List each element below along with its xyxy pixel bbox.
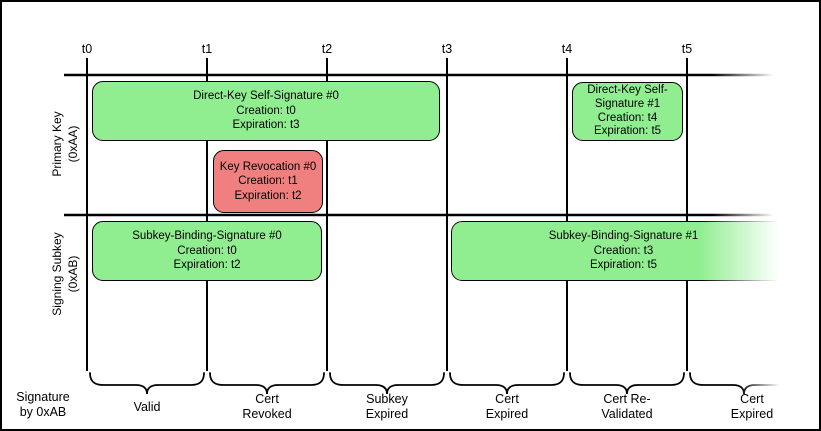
tick-label-t1: t1 (201, 42, 213, 56)
segment-label-cert-revalidated: Cert Re- Validated (601, 392, 653, 421)
box-title: Subkey-Binding-Signature #0 (132, 230, 282, 243)
box-title: Direct-Key Self- Signature #1 (587, 83, 668, 110)
direct-key-self-signature-1-box: Direct-Key Self- Signature #1 Creation: … (572, 82, 683, 141)
box-title: Key Revocation #0 (219, 160, 317, 173)
brace-cert-expired-1 (449, 372, 565, 395)
tick-label-t5: t5 (681, 42, 693, 56)
tick-label-t4: t4 (561, 42, 573, 56)
brace-valid (89, 372, 205, 395)
brace-cert-revalidated (569, 372, 685, 395)
segment-label-subkey-expired: Subkey Expired (365, 392, 409, 421)
direct-key-self-signature-0-box: Direct-Key Self-Signature #0 Creation: t… (92, 81, 440, 141)
box-expiration: Expiration: t3 (232, 119, 300, 132)
tick-label-t3: t3 (441, 42, 453, 56)
tick-label-t2: t2 (321, 42, 333, 56)
segment-label-cert-expired-2: Cert Expired (730, 392, 774, 421)
brace-subkey-expired (329, 372, 445, 395)
box-creation: Creation: t1 (238, 175, 298, 188)
box-creation: Creation: t0 (177, 244, 237, 257)
segment-label-cert-expired-1: Cert Expired (485, 392, 529, 421)
subkey-binding-signature-0-box: Subkey-Binding-Signature #0 Creation: t0… (92, 221, 322, 281)
key-revocation-0-box: Key Revocation #0 Creation: t1 Expiratio… (213, 150, 323, 213)
subkey-binding-signature-1-box: Subkey-Binding-Signature #1 Creation: t3… (451, 221, 796, 281)
row-label-primary-key: Primary Key (0xAA) (50, 111, 80, 177)
row-label-signing-subkey: Signing Subkey (0xAB) (50, 232, 80, 316)
box-creation: Creation: t0 (236, 104, 296, 117)
box-expiration: Expiration: t5 (589, 259, 658, 272)
box-expiration: Expiration: t2 (234, 189, 302, 202)
box-expiration: Expiration: t2 (173, 259, 241, 272)
segment-label-valid: Valid (133, 399, 161, 414)
tick-label-t0: t0 (81, 42, 93, 56)
box-creation: Creation: t4 (597, 111, 658, 124)
footer-caption-signature-by-0xab: Signature by 0xAB (16, 390, 70, 419)
box-title: Subkey-Binding-Signature #1 (548, 230, 699, 243)
brace-cert-revoked (209, 372, 325, 395)
box-title: Direct-Key Self-Signature #0 (193, 90, 339, 103)
segment-label-cert-revoked: Cert Revoked (242, 392, 292, 421)
brace-cert-expired-2 (689, 372, 799, 395)
box-expiration: Expiration: t5 (593, 125, 662, 138)
box-creation: Creation: t3 (593, 244, 654, 257)
